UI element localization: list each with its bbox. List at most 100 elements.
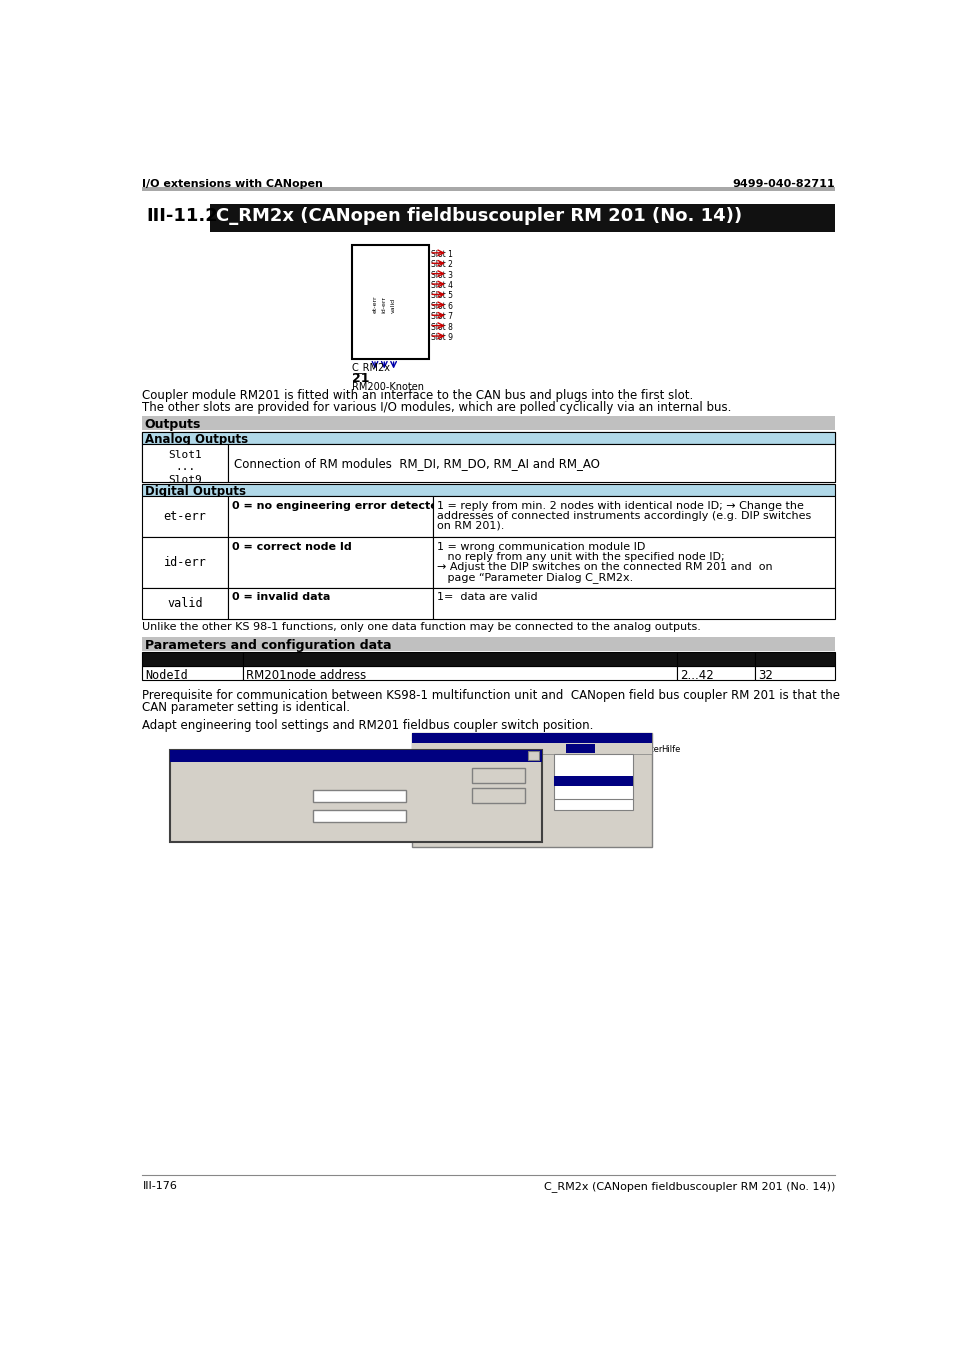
Text: Outputs: Outputs xyxy=(145,418,201,432)
Text: ◉ CAN_NMT(Master): ◉ CAN_NMT(Master) xyxy=(183,769,297,780)
Text: Seriell: Seriell xyxy=(567,745,598,753)
Text: III-176: III-176 xyxy=(142,1181,177,1192)
Bar xyxy=(433,497,835,537)
Text: Paßwort: Paßwort xyxy=(557,801,593,810)
Text: 0 = no engineering error detected: 0 = no engineering error detected xyxy=(232,501,445,510)
Text: Geräteparameter: Geräteparameter xyxy=(557,767,636,775)
Text: Slot 9: Slot 9 xyxy=(431,333,453,342)
Text: C_RM2x (CANopen fieldbuscoupler RM 201 (No. 14)): C_RM2x (CANopen fieldbuscoupler RM 201 (… xyxy=(543,1181,835,1192)
Text: Coupler module RM201 is fitted with an interface to the CAN bus and plugs into t: Coupler module RM201 is fitted with an i… xyxy=(142,389,693,402)
Text: Funktionen: Funktionen xyxy=(477,745,524,753)
Bar xyxy=(433,587,835,618)
Bar xyxy=(142,537,228,587)
Text: valid: valid xyxy=(391,298,395,313)
Text: Slot 8: Slot 8 xyxy=(431,323,453,332)
Text: III-11.2: III-11.2 xyxy=(146,208,218,225)
Text: id-err: id-err xyxy=(164,556,206,568)
Text: Default: Default xyxy=(757,655,806,668)
Bar xyxy=(527,751,537,760)
Bar xyxy=(142,432,835,482)
Bar xyxy=(170,749,541,842)
Bar xyxy=(554,799,633,810)
Bar xyxy=(142,652,243,667)
Text: X: X xyxy=(529,751,536,760)
Text: Beschreibung: Beschreibung xyxy=(246,655,336,668)
Bar xyxy=(754,667,835,680)
Bar xyxy=(677,667,754,680)
Text: Slot 4: Slot 4 xyxy=(431,281,453,290)
Bar xyxy=(228,537,433,587)
Text: Geräteauswahl: Geräteauswahl xyxy=(557,756,625,764)
Text: CANparameter: CANparameter xyxy=(557,778,623,786)
Bar xyxy=(142,497,228,537)
Text: Prerequisite for communication between KS98-1 multifunction unit and  CANopen fi: Prerequisite for communication between K… xyxy=(142,690,840,702)
Bar xyxy=(228,587,433,618)
Text: Slot9: Slot9 xyxy=(168,475,202,485)
Text: CANparameter: CANparameter xyxy=(173,751,260,761)
Text: et-err: et-err xyxy=(164,510,206,522)
Text: valid: valid xyxy=(167,597,203,610)
Text: Fenster: Fenster xyxy=(631,745,662,753)
Text: Slot 6: Slot 6 xyxy=(431,302,453,311)
Text: Feste Funkt.: Feste Funkt. xyxy=(518,745,570,753)
Text: C_RM2x: C_RM2x xyxy=(352,362,391,373)
Bar xyxy=(142,483,835,497)
Text: CAN_Baudrate: CAN_Baudrate xyxy=(177,811,258,822)
Text: Abbrechen: Abbrechen xyxy=(472,791,524,801)
Text: 1 = reply from min. 2 nodes with identical node ID; → Change the: 1 = reply from min. 2 nodes with identic… xyxy=(436,501,803,510)
Bar xyxy=(243,652,677,667)
Bar xyxy=(142,188,835,192)
Bar xyxy=(228,497,433,537)
Bar xyxy=(554,755,633,801)
Text: ...: ... xyxy=(174,462,195,472)
Text: RM201node address: RM201node address xyxy=(246,668,366,682)
Bar xyxy=(565,744,595,753)
Bar xyxy=(142,587,228,618)
Text: F2: F2 xyxy=(612,801,622,810)
Bar xyxy=(142,667,243,680)
Text: Analog Outputs: Analog Outputs xyxy=(145,433,248,446)
Text: Adapt engineering tool settings and RM201 fieldbus coupler switch position.: Adapt engineering tool settings and RM20… xyxy=(142,718,594,732)
Bar xyxy=(313,790,406,802)
Text: 1: 1 xyxy=(316,791,323,801)
Text: → Adjust the DIP switches on the connected RM 201 and  on: → Adjust the DIP switches on the connect… xyxy=(436,562,772,571)
Text: Digital Outputs: Digital Outputs xyxy=(145,486,246,498)
Text: C_RM2x (CANopen fieldbuscoupler RM 201 (No. 14)): C_RM2x (CANopen fieldbuscoupler RM 201 (… xyxy=(216,208,741,225)
Bar xyxy=(228,444,835,482)
Text: Datei: Datei xyxy=(415,745,436,753)
Text: Bearbeiten: Bearbeiten xyxy=(436,745,483,753)
Text: addresses of connected instruments accordingly (e.g. DIP switches: addresses of connected instruments accor… xyxy=(436,510,810,521)
Text: NodeId: NodeId xyxy=(146,668,188,682)
Text: Slot 2: Slot 2 xyxy=(431,261,453,269)
Bar xyxy=(210,204,835,232)
Bar xyxy=(142,432,835,444)
Text: 21: 21 xyxy=(352,373,369,385)
Text: Hilfe: Hilfe xyxy=(660,745,679,753)
Text: 0 = correct node Id: 0 = correct node Id xyxy=(232,541,351,552)
Bar xyxy=(472,788,524,803)
Text: Slot 1: Slot 1 xyxy=(431,250,453,259)
Text: OK: OK xyxy=(489,771,507,780)
Text: Slot 3: Slot 3 xyxy=(431,271,453,279)
Text: id-err: id-err xyxy=(381,296,386,313)
Text: no reply from any unit with the specified node ID;: no reply from any unit with the specifie… xyxy=(436,552,724,562)
Text: Unlike the other KS 98-1 functions, only one data function may be connected to t: Unlike the other KS 98-1 functions, only… xyxy=(142,622,700,632)
Text: CAN-Node Id: CAN-Node Id xyxy=(177,791,248,801)
Text: on RM 201).: on RM 201). xyxy=(436,521,504,531)
Text: Slot 7: Slot 7 xyxy=(431,312,453,321)
Text: ≣ Engineering TOOL ET/KS98 -PNA-: ≣ Engineering TOOL ET/KS98 -PNA- xyxy=(415,734,581,743)
Bar xyxy=(243,667,677,680)
Text: Slot 5: Slot 5 xyxy=(431,292,453,301)
Text: ○ CAN_SLAVE: ○ CAN_SLAVE xyxy=(313,769,391,780)
Bar xyxy=(142,444,228,482)
Bar xyxy=(433,537,835,587)
Text: 9499-040-82711: 9499-040-82711 xyxy=(732,180,835,189)
Text: page “Parameter Dialog C_RM2x.: page “Parameter Dialog C_RM2x. xyxy=(436,571,633,583)
Bar xyxy=(554,776,633,787)
Text: ▼: ▼ xyxy=(395,811,401,821)
Text: 20KB: 20KB xyxy=(316,811,346,821)
Bar xyxy=(412,744,652,755)
Text: Parameter: Parameter xyxy=(146,655,215,668)
Bar xyxy=(754,652,835,667)
Text: 1=  data are valid: 1= data are valid xyxy=(436,593,537,602)
